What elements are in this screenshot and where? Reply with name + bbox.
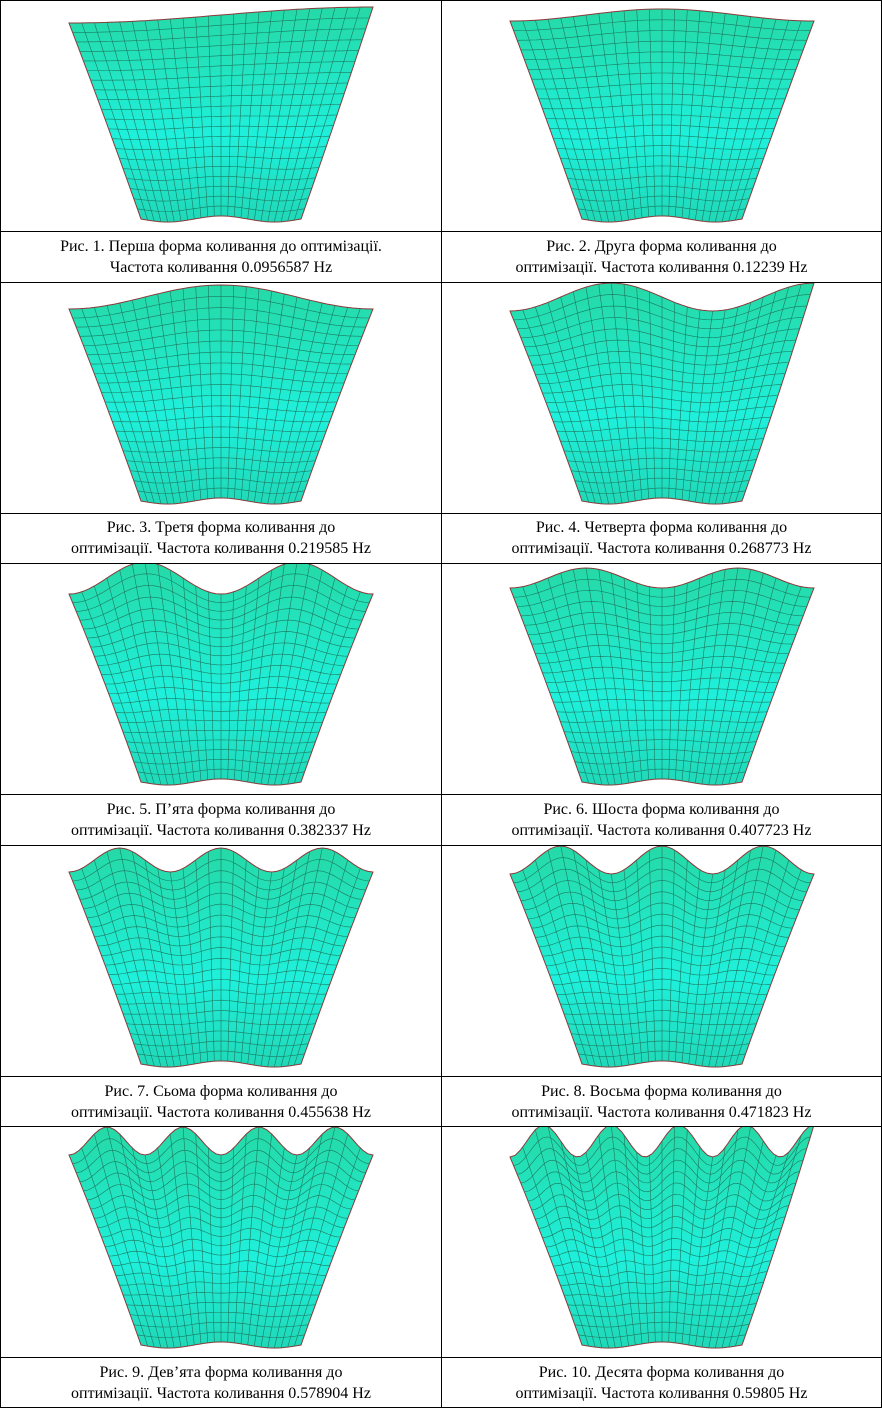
mode-shape [442, 283, 881, 513]
image-cell [441, 845, 882, 1077]
caption-cell: Рис. 2. Друга форма коливання дооптиміза… [441, 231, 882, 283]
image-cell [441, 563, 882, 795]
caption-line: Рис. 6. Шоста форма коливання до [543, 799, 779, 820]
caption-line: Рис. 10. Десята форма коливання до [539, 1362, 785, 1383]
mode-shape [442, 846, 881, 1076]
caption-cell: Рис. 7. Сьома форма коливання дооптиміза… [0, 1076, 442, 1128]
mode-shape [1, 283, 440, 513]
image-cell [0, 845, 442, 1077]
caption-cell: Рис. 5. П’ята форма коливання дооптиміза… [0, 794, 442, 846]
caption-line: Рис. 9. Дев’ята форма коливання до [100, 1362, 343, 1383]
caption-line: Рис. 1. Перша форма коливання до оптиміз… [60, 236, 382, 257]
caption-line: оптимізації. Частота коливання 0.268773 … [512, 538, 812, 559]
mode-shape [442, 564, 881, 794]
image-cell [0, 563, 442, 795]
caption-line: оптимізації. Частота коливання 0.578904 … [71, 1383, 371, 1404]
image-cell [441, 1126, 882, 1358]
image-cell [0, 0, 442, 232]
image-cell [441, 282, 882, 514]
mode-shape [1, 1127, 440, 1357]
caption-line: Рис. 2. Друга форма коливання до [546, 236, 777, 257]
image-cell [0, 1126, 442, 1358]
caption-line: Частота коливання 0.0956587 Hz [110, 257, 332, 278]
caption-line: Рис. 3. Третя форма коливання до [107, 517, 336, 538]
caption-line: оптимізації. Частота коливання 0.382337 … [71, 820, 371, 841]
caption-line: оптимізації. Частота коливання 0.219585 … [71, 538, 371, 559]
figure-table: Рис. 1. Перша форма коливання до оптиміз… [0, 0, 882, 1408]
caption-line: Рис. 5. П’ята форма коливання до [107, 799, 336, 820]
image-cell [0, 282, 442, 514]
mode-shape [1, 564, 440, 794]
image-cell [441, 0, 882, 232]
caption-line: Рис. 8. Восьма форма коливання до [541, 1081, 782, 1102]
caption-cell: Рис. 1. Перша форма коливання до оптиміз… [0, 231, 442, 283]
mode-shape [1, 846, 440, 1076]
caption-line: оптимізації. Частота коливання 0.455638 … [71, 1102, 371, 1123]
caption-line: оптимізації. Частота коливання 0.407723 … [512, 820, 812, 841]
caption-line: оптимізації. Частота коливання 0.471823 … [512, 1102, 812, 1123]
caption-line: оптимізації. Частота коливання 0.12239 H… [516, 257, 808, 278]
mode-shape [442, 1, 881, 231]
caption-line: оптимізації. Частота коливання 0.59805 H… [516, 1383, 808, 1404]
caption-line: Рис. 7. Сьома форма коливання до [105, 1081, 338, 1102]
mode-shape [1, 1, 440, 231]
mode-shape [442, 1127, 881, 1357]
caption-line: Рис. 4. Четверта форма коливання до [536, 517, 787, 538]
